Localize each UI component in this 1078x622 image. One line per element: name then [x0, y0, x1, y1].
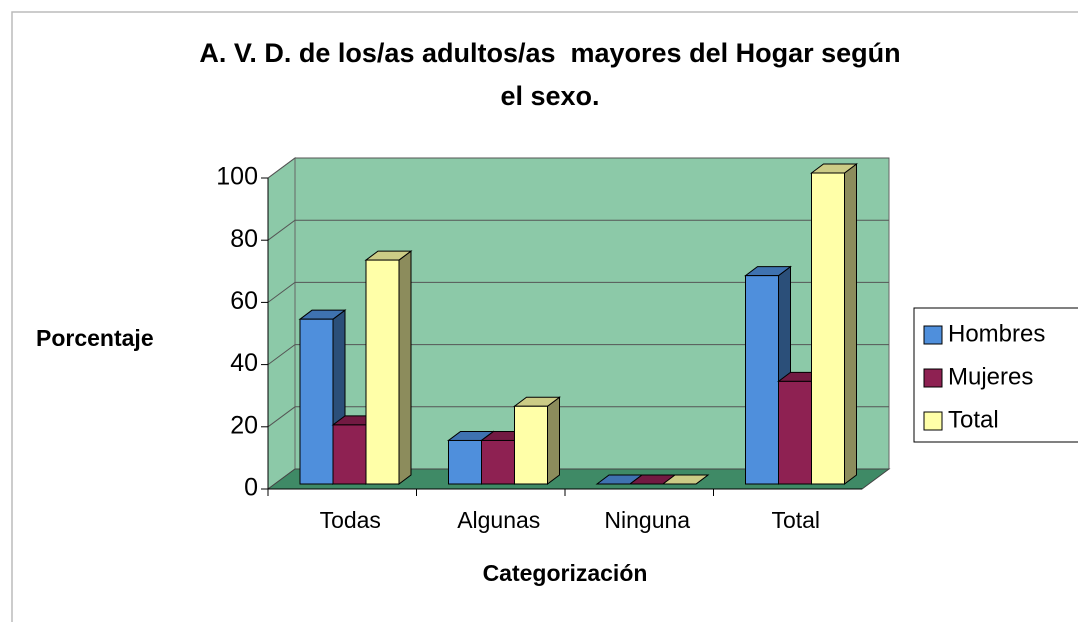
- bar-front: [332, 424, 367, 485]
- bar-front: [299, 318, 334, 485]
- side-wall: [267, 157, 296, 490]
- legend-label: Total: [948, 406, 999, 433]
- x-tick-label: Algunas: [457, 507, 540, 533]
- grid-line: [267, 281, 889, 303]
- bar-side: [547, 396, 560, 485]
- bar: [661, 474, 710, 485]
- bar: [513, 396, 561, 485]
- grid-line: [267, 157, 889, 179]
- chart-title: el sexo.: [500, 81, 599, 111]
- y-tick-label: 100: [216, 163, 258, 191]
- bar-front: [811, 172, 845, 485]
- bar-front: [448, 439, 482, 485]
- grid-line: [267, 219, 889, 241]
- x-axis-title: Categorización: [483, 560, 648, 586]
- y-tick-label: 80: [230, 225, 258, 253]
- bar-front: [365, 259, 400, 485]
- bar: [364, 250, 413, 485]
- legend-swatch: [923, 411, 943, 431]
- bar-side: [844, 163, 857, 485]
- chart-title: A. V. D. de los/as adultos/as mayores de…: [199, 38, 900, 68]
- x-tick-label: Ninguna: [604, 507, 690, 533]
- x-tick-label: Todas: [320, 507, 381, 533]
- bar-top: [661, 474, 710, 485]
- grid-line: [267, 406, 889, 428]
- bar-front: [481, 439, 515, 485]
- legend-label: Hombres: [948, 320, 1045, 347]
- y-tick-label: 40: [230, 349, 258, 377]
- bar-side: [398, 250, 412, 485]
- bar: [810, 163, 858, 485]
- y-axis-title: Porcentaje: [36, 325, 154, 351]
- x-tick-label: Total: [771, 507, 820, 533]
- legend-swatch: [923, 368, 943, 388]
- bar-front: [745, 275, 779, 485]
- bar-front: [778, 380, 812, 485]
- bar-front: [514, 405, 548, 485]
- legend-swatch: [923, 325, 943, 345]
- y-tick-label: 20: [230, 411, 258, 439]
- grid-line: [267, 344, 889, 366]
- y-tick-label: 60: [230, 287, 258, 315]
- plot-area: [261, 157, 891, 496]
- legend-label: Mujeres: [948, 363, 1033, 390]
- y-tick-label: 0: [244, 474, 258, 502]
